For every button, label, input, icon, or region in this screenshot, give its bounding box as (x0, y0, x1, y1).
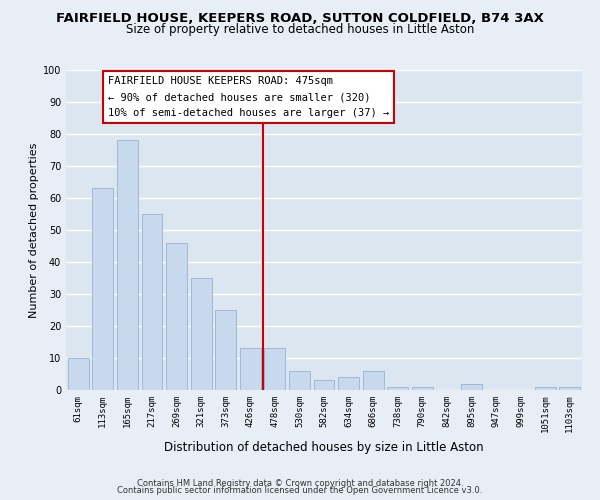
Bar (166, 243, 187, 390)
Bar (68, 358, 89, 390)
Text: FAIRFIELD HOUSE, KEEPERS ROAD, SUTTON COLDFIELD, B74 3AX: FAIRFIELD HOUSE, KEEPERS ROAD, SUTTON CO… (56, 12, 544, 26)
Bar (338, 377, 359, 390)
Bar (117, 140, 138, 390)
Y-axis label: Number of detached properties: Number of detached properties (29, 142, 38, 318)
Text: Contains HM Land Registry data © Crown copyright and database right 2024.: Contains HM Land Registry data © Crown c… (137, 478, 463, 488)
Bar (240, 348, 261, 390)
Text: Size of property relative to detached houses in Little Aston: Size of property relative to detached ho… (126, 22, 474, 36)
Bar (191, 278, 212, 390)
Text: FAIRFIELD HOUSE KEEPERS ROAD: 475sqm
← 90% of detached houses are smaller (320)
: FAIRFIELD HOUSE KEEPERS ROAD: 475sqm ← 9… (108, 76, 389, 118)
Bar (559, 387, 580, 390)
Bar (461, 384, 482, 390)
X-axis label: Distribution of detached houses by size in Little Aston: Distribution of detached houses by size … (164, 441, 484, 454)
Bar (535, 387, 556, 390)
Bar (215, 310, 236, 390)
Bar (362, 371, 383, 390)
Bar (92, 188, 113, 390)
Bar (314, 380, 334, 390)
Bar (289, 371, 310, 390)
Bar (142, 214, 163, 390)
Bar (265, 348, 286, 390)
Bar (412, 387, 433, 390)
Text: Contains public sector information licensed under the Open Government Licence v3: Contains public sector information licen… (118, 486, 482, 495)
Bar (387, 387, 408, 390)
